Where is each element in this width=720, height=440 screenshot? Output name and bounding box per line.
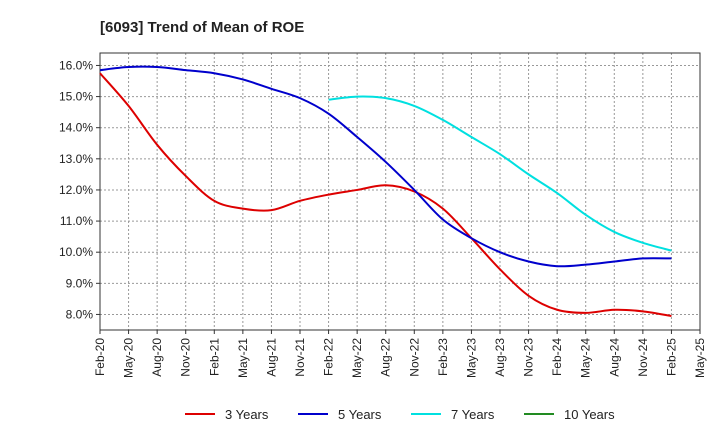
x-tick-label: May-23: [464, 338, 478, 378]
x-tick-label: Aug-24: [607, 338, 621, 377]
plot-area: [99, 52, 701, 331]
legend: 3 Years 5 Years 7 Years 10 Years: [185, 407, 615, 422]
x-tick-label: Nov-20: [179, 338, 193, 377]
y-tick-label: 13.0%: [59, 152, 93, 166]
x-tick-label: Nov-23: [522, 338, 536, 377]
x-tick-label: Nov-22: [407, 338, 421, 377]
x-tick-label: Feb-21: [207, 338, 221, 376]
x-tick-label: May-22: [350, 338, 364, 378]
series-line-3-years: [99, 72, 672, 317]
legend-label-3-years: 3 Years: [225, 407, 269, 422]
x-tick-label: Feb-24: [550, 338, 564, 376]
grid: [99, 53, 701, 330]
chart-title: [6093] Trend of Mean of ROE: [100, 19, 304, 36]
x-tick-label: May-21: [236, 338, 250, 378]
x-tick-label: Aug-22: [379, 338, 393, 377]
y-tick-label: 10.0%: [59, 245, 93, 259]
x-tick-label: Feb-25: [664, 338, 678, 376]
y-tick-label: 14.0%: [59, 121, 93, 135]
y-tick-label: 15.0%: [59, 90, 93, 104]
y-axis-ticks: 8.0% 9.0% 10.0% 11.0% 12.0% 13.0% 14.0% 15.0% 16…: [59, 58, 100, 321]
x-tick-label: May-25: [693, 338, 707, 378]
x-tick-label: Nov-21: [293, 338, 307, 377]
legend-label-7-years: 7 Years: [451, 407, 495, 422]
y-tick-label: 9.0%: [66, 276, 94, 290]
y-tick-label: 12.0%: [59, 183, 93, 197]
x-tick-label: Feb-20: [93, 338, 107, 376]
x-tick-label: Aug-21: [264, 338, 278, 377]
x-tick-label: May-20: [122, 338, 136, 378]
x-tick-label: Feb-23: [436, 338, 450, 376]
y-tick-label: 11.0%: [60, 214, 93, 228]
legend-label-5-years: 5 Years: [338, 407, 382, 422]
series-line-7-years: [328, 95, 672, 252]
y-tick-label: 16.0%: [59, 58, 93, 72]
x-tick-label: Aug-23: [493, 338, 507, 377]
y-tick-label: 8.0%: [66, 307, 94, 321]
x-tick-label: Nov-24: [636, 338, 650, 377]
x-axis-ticks: Feb-20 May-20 Aug-20 Nov-20 Feb-21 May-21 Aug-…: [93, 330, 707, 378]
x-tick-label: Aug-20: [150, 338, 164, 377]
x-tick-label: May-24: [579, 338, 593, 378]
legend-label-10-years: 10 Years: [564, 407, 615, 422]
x-tick-label: Feb-22: [322, 338, 336, 376]
series-lines: [99, 65, 672, 317]
series-line-5-years: [99, 65, 672, 268]
